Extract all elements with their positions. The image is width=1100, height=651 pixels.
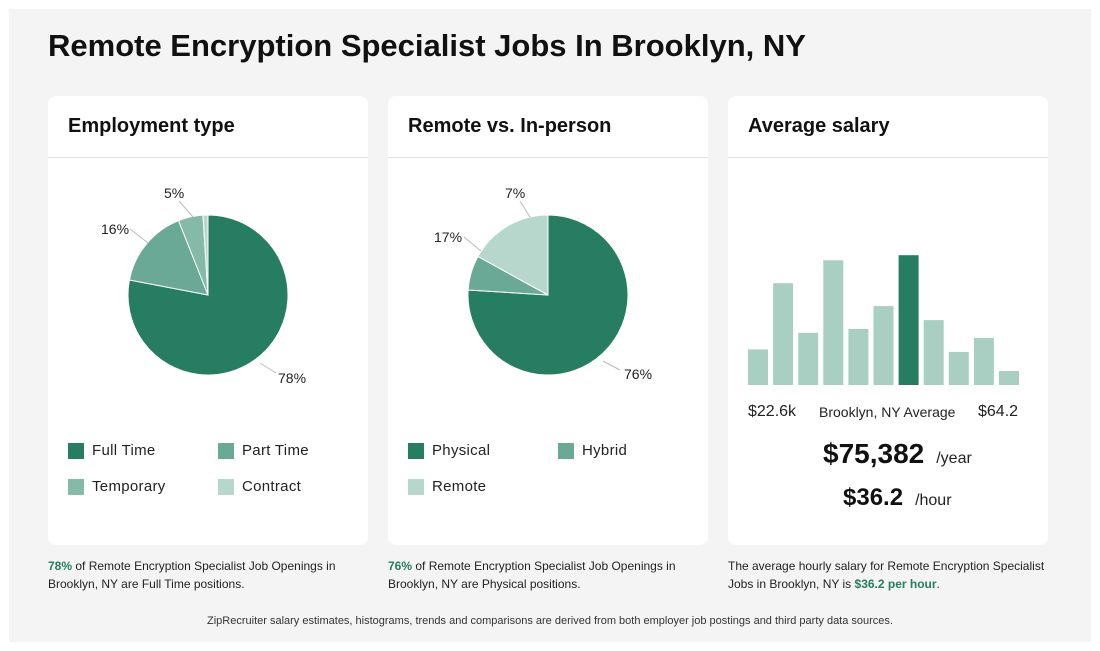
legend-label-hybrid: Hybrid (582, 442, 628, 459)
salary-caption: The average hourly salary for Remote Enc… (728, 557, 1048, 593)
legend-physical: Physical (408, 442, 490, 459)
histogram-bar (923, 320, 944, 385)
yearly-salary-unit: /year (936, 450, 972, 467)
pie-slice-part-time (128, 219, 209, 296)
pie-percent-label: 78% (278, 370, 306, 386)
histogram-bar (873, 306, 894, 385)
legend-remote: Remote (408, 478, 486, 495)
pie-percent-label: 7% (505, 185, 525, 201)
salary-card-title: Average salary (748, 115, 890, 137)
pie-label-leader (463, 236, 482, 252)
histogram-bar-average (898, 255, 919, 385)
histogram-bar (848, 329, 869, 385)
remote-card-header: Remote vs. In-person (388, 96, 708, 158)
remote-caption-highlight: 76% (388, 559, 413, 573)
pie-percent-label: 76% (624, 366, 652, 382)
legend-label-remote: Remote (432, 478, 487, 495)
legend-swatch-temporary (68, 478, 84, 495)
salary-range-min: $22.6k (748, 403, 797, 420)
legend-label-part-time: Part Time (242, 442, 309, 459)
histogram-bar (999, 371, 1019, 385)
employment-type-card: Employment type 78% 16% 5% Full Time Part … (48, 96, 368, 545)
salary-range-label: Brooklyn, NY Average (819, 404, 956, 420)
histogram-bar (748, 349, 768, 385)
legend-contract: Contract (218, 478, 301, 495)
employment-caption-highlight: 78% (48, 559, 73, 573)
footer-disclaimer: ZipRecruiter salary estimates, histogram… (207, 615, 893, 627)
employment-pie-chart: 78% 16% 5% (101, 185, 306, 386)
remote-pie-chart: 76% 17% 7% (434, 185, 652, 382)
average-salary-card: Average salary $22.6k Brooklyn, NY Avera… (728, 96, 1048, 545)
remote-vs-inperson-card: Remote vs. In-person 76% 17% 7% Physical H… (388, 96, 708, 545)
employment-card-header: Employment type (48, 96, 368, 158)
legend-swatch-contract (218, 478, 234, 495)
legend-label-physical: Physical (432, 442, 491, 459)
salary-card-header: Average salary (728, 96, 1048, 158)
pie-label-leader (519, 200, 531, 218)
pie-percent-label: 16% (101, 221, 129, 237)
legend-label-temporary: Temporary (92, 478, 166, 495)
remote-caption-text: of Remote Encryption Specialist Job Open… (388, 559, 676, 591)
legend-part-time: Part Time (218, 442, 309, 459)
employment-card-title: Employment type (68, 115, 235, 137)
legend-temporary: Temporary (68, 478, 166, 495)
legend-swatch-physical (408, 442, 424, 459)
yearly-salary: $75,382 /year (823, 438, 972, 470)
hourly-salary: $36.2 /hour (843, 484, 952, 512)
pie-label-leader (259, 362, 277, 374)
employment-caption-text: of Remote Encryption Specialist Job Open… (48, 559, 336, 591)
salary-caption-text: The average hourly salary for Remote Enc… (728, 559, 1045, 591)
salary-histogram (748, 255, 1019, 385)
histogram-bar (823, 260, 844, 385)
salary-caption-end: . (936, 577, 940, 591)
employment-caption: 78% of Remote Encryption Specialist Job … (48, 557, 368, 593)
pie-percent-label: 17% (434, 229, 462, 245)
hourly-salary-value: $36.2 (843, 484, 904, 511)
page-title: Remote Encryption Specialist Jobs In Bro… (48, 28, 806, 63)
histogram-bar (773, 283, 794, 385)
salary-caption-highlight: $36.2 per hour (854, 577, 937, 591)
remote-caption: 76% of Remote Encryption Specialist Job … (388, 557, 708, 593)
legend-hybrid: Hybrid (558, 442, 627, 459)
histogram-bar (973, 337, 994, 385)
histogram-bar (948, 351, 969, 385)
pie-label-leader (178, 200, 194, 218)
salary-range-max: $64.2 (978, 403, 1019, 420)
remote-card-title: Remote vs. In-person (408, 115, 612, 137)
legend-swatch-hybrid (558, 442, 574, 459)
pie-label-leader (129, 228, 149, 244)
legend-full-time: Full Time (68, 442, 156, 459)
legend-swatch-part-time (218, 442, 234, 459)
pie-label-leader (602, 360, 621, 371)
pie-percent-label: 5% (164, 185, 184, 201)
pie-slice-remote (477, 214, 549, 296)
histogram-bar (798, 332, 819, 385)
hourly-salary-unit: /hour (915, 492, 952, 509)
legend-label-contract: Contract (242, 478, 302, 495)
legend-swatch-remote (408, 478, 424, 495)
pie-slice-contract (202, 214, 209, 296)
yearly-salary-value: $75,382 (823, 438, 925, 469)
legend-swatch-full-time (68, 442, 84, 459)
legend-label-full-time: Full Time (92, 442, 156, 459)
